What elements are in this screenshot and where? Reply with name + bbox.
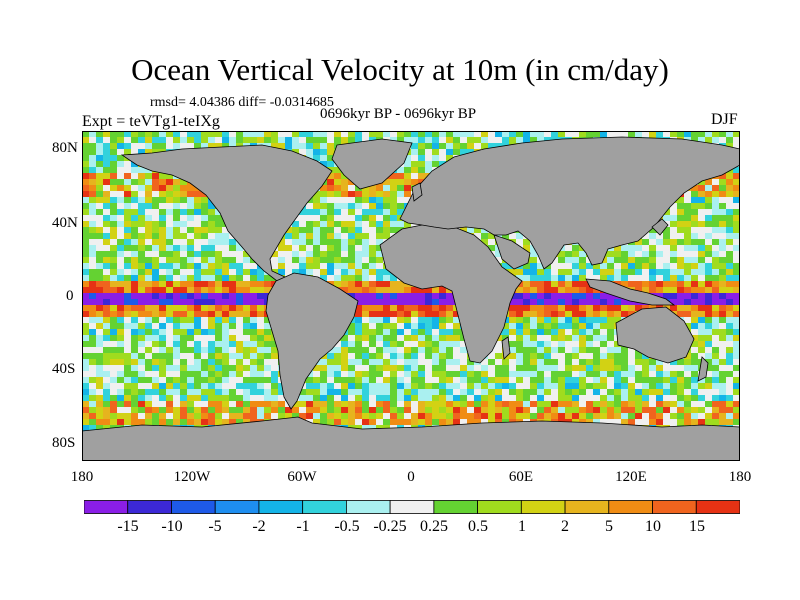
lon-label-180w: 180 — [70, 469, 94, 485]
lon-label-0: 0 — [407, 469, 415, 485]
colorbar-swatch — [84, 500, 129, 514]
colorbar-label: 15 — [689, 518, 705, 535]
lon-label-60e: 60E — [508, 469, 534, 485]
colorbar-label: 2 — [561, 518, 569, 535]
colorbar-swatch — [214, 500, 260, 514]
land-masses — [82, 136, 740, 461]
colorbar-label: -2 — [252, 518, 266, 535]
colorbar-swatch — [302, 500, 347, 514]
colorbar-label: -15 — [117, 518, 139, 535]
land-south-america — [265, 272, 359, 410]
land-japan — [651, 218, 669, 236]
colorbar-swatch — [520, 500, 566, 514]
colorbar-swatch — [345, 500, 391, 514]
chart-title: Ocean Vertical Velocity at 10m (in cm/da… — [131, 52, 669, 87]
stats-label: rmsd= 4.04386 diff= -0.0314685 — [150, 95, 334, 110]
colorbar-swatch — [608, 500, 653, 514]
colorbar-label: 10 — [645, 518, 661, 535]
land-north-america — [120, 144, 333, 284]
land-australia — [615, 306, 695, 364]
lon-label-120e: 120E — [615, 469, 647, 485]
colorbar-label: -10 — [161, 518, 183, 535]
lon-label-60w: 60W — [287, 469, 317, 485]
lat-label-40n: 40N — [52, 215, 78, 231]
land-antarctica — [82, 416, 740, 461]
land-uk — [411, 182, 423, 202]
map-frame — [82, 131, 740, 461]
lon-label-180e: 180 — [728, 469, 752, 485]
lat-label-80n: 80N — [52, 140, 78, 156]
colorbar-swatch — [433, 500, 478, 514]
season-label: DJF — [711, 111, 738, 128]
colorbar-label: -1 — [296, 518, 310, 535]
lat-label-80s: 80S — [52, 435, 76, 451]
colorbar-swatch — [564, 500, 610, 514]
colorbar-label: 0.5 — [468, 518, 488, 535]
colorbar-label: 1 — [518, 518, 526, 535]
colorbar-swatch — [389, 500, 435, 514]
land-eurasia — [399, 136, 740, 270]
land-africa — [379, 222, 523, 364]
period-label: 0696kyr BP - 0696kyr BP — [320, 106, 477, 122]
colorbar-swatch — [171, 500, 216, 514]
lat-label-40s: 40S — [52, 361, 76, 377]
lat-label-eq: 0 — [66, 288, 74, 304]
colorbar-label: -0.25 — [373, 518, 407, 535]
land-arabia — [493, 234, 531, 270]
colorbar-label: -5 — [208, 518, 222, 535]
colorbar-label: -0.5 — [334, 518, 360, 535]
experiment-label: Expt = teVTg1-teIXg — [82, 113, 220, 130]
land-greenland — [331, 138, 413, 190]
lon-label-120w: 120W — [173, 469, 211, 485]
colorbar — [84, 500, 740, 514]
colorbar-swatch — [695, 500, 740, 514]
colorbar-swatch — [477, 500, 522, 514]
colorbar-label: 0.25 — [420, 518, 448, 535]
land-new-zealand — [697, 356, 709, 382]
land-indonesia — [585, 278, 676, 306]
colorbar-swatch — [652, 500, 697, 514]
colorbar-label: 5 — [605, 518, 613, 535]
world-map — [82, 131, 740, 461]
colorbar-swatch — [127, 500, 172, 514]
colorbar-swatch — [258, 500, 304, 514]
land-madagascar — [501, 336, 511, 360]
